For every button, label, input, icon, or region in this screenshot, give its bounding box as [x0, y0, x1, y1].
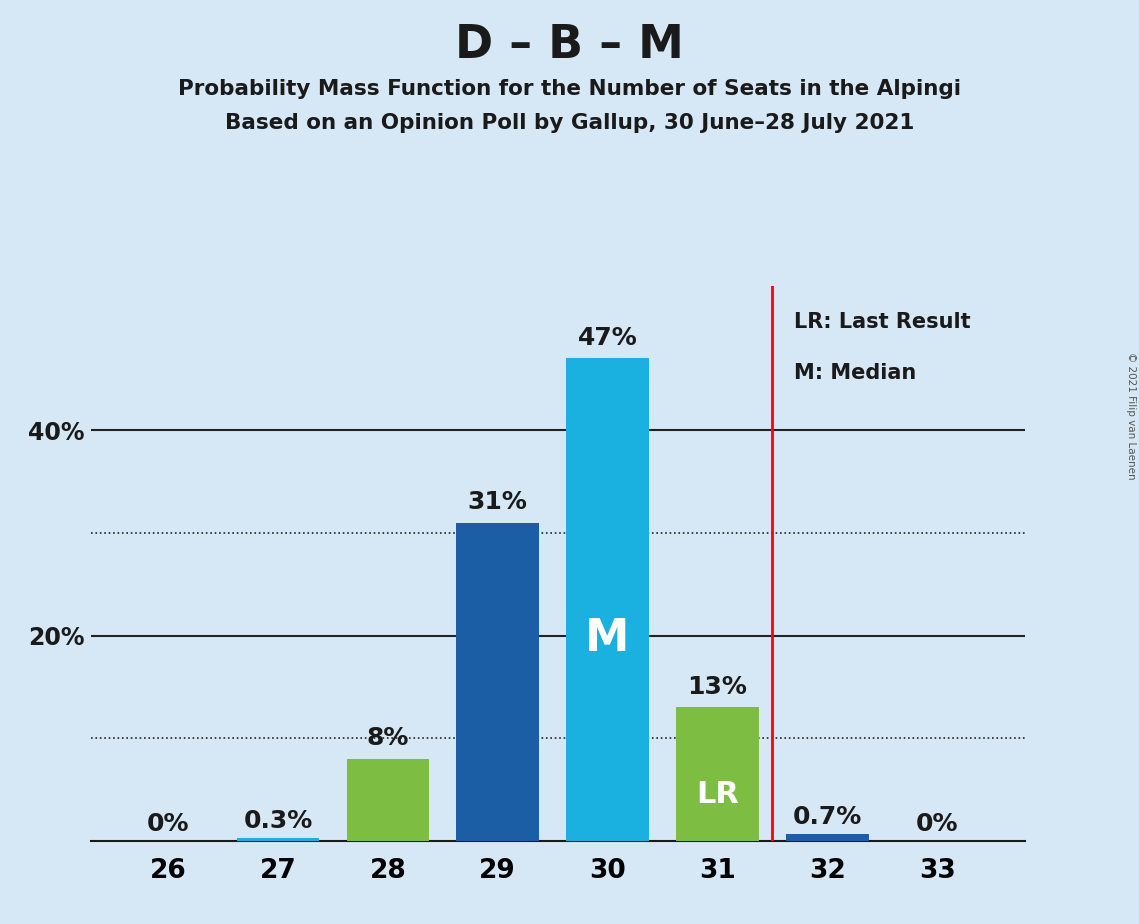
Text: 31%: 31% [468, 491, 527, 515]
Text: 0%: 0% [147, 811, 189, 835]
Text: 0.7%: 0.7% [793, 805, 862, 829]
Text: 8%: 8% [367, 726, 409, 750]
Text: LR: LR [696, 780, 739, 808]
Text: 47%: 47% [577, 326, 638, 350]
Text: 13%: 13% [688, 675, 747, 699]
Text: 0.3%: 0.3% [244, 808, 312, 833]
Text: LR: Last Result: LR: Last Result [794, 312, 970, 332]
Text: 0%: 0% [916, 811, 958, 835]
Text: Probability Mass Function for the Number of Seats in the Alpingi: Probability Mass Function for the Number… [178, 79, 961, 99]
Text: Based on an Opinion Poll by Gallup, 30 June–28 July 2021: Based on an Opinion Poll by Gallup, 30 J… [224, 113, 915, 133]
Bar [237, 838, 319, 841]
Bar [566, 359, 649, 841]
Bar [786, 833, 869, 841]
Bar [346, 759, 429, 841]
Text: © 2021 Filip van Laenen: © 2021 Filip van Laenen [1126, 352, 1136, 480]
Bar [677, 708, 759, 841]
Text: D – B – M: D – B – M [456, 23, 683, 68]
Text: M: Median: M: Median [794, 363, 917, 383]
Bar [457, 523, 539, 841]
Text: M: M [585, 616, 630, 660]
